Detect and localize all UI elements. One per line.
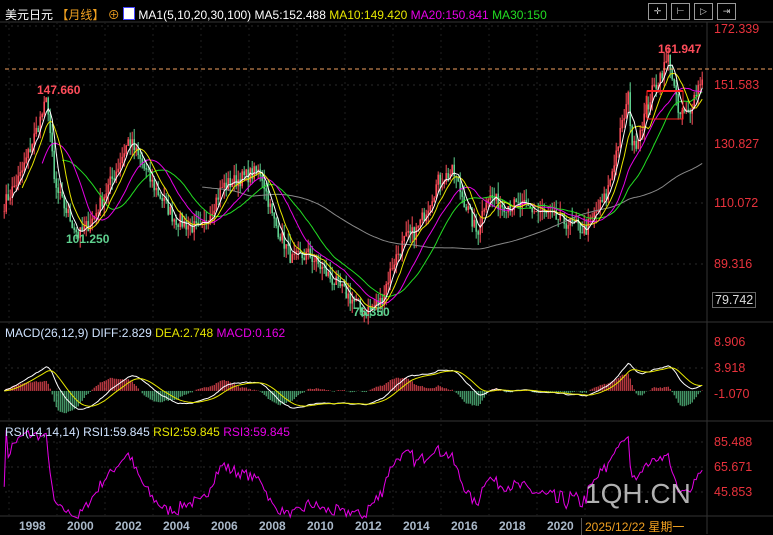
header-bar: 美元日元 【月线】 ⊕ MA1(5,10,20,30,100) MA5:152.… [5, 6, 547, 23]
price-tick: 110.072 [714, 196, 759, 210]
rsi-tick: 85.488 [714, 435, 753, 449]
symbol-name: 美元日元 [5, 8, 54, 22]
high-annotation: 147.660 [37, 83, 81, 97]
year-tick: 2020 [547, 519, 574, 533]
macd-tick: -1.070 [714, 387, 750, 401]
year-tick: 2016 [451, 519, 478, 533]
price-tick: 151.583 [714, 78, 760, 92]
year-tick: 1998 [19, 519, 46, 533]
ma5-value: MA5:152.488 [254, 8, 326, 22]
settings-icon[interactable]: ⊕ [107, 8, 120, 22]
price-tick: 89.316 [714, 257, 753, 271]
cursor-weekday: 星期一 [648, 520, 685, 534]
cursor-date-value: 2025/12/22 [585, 520, 646, 534]
year-tick: 2010 [307, 519, 334, 533]
year-tick: 2004 [163, 519, 190, 533]
period-label[interactable]: 【月线】 [56, 8, 105, 22]
watermark: 1QH.CN [585, 478, 691, 509]
high-annotation: 161.947 [658, 42, 702, 56]
ma30-line [62, 91, 703, 298]
rsi2-value: RSI2:59.845 [153, 425, 220, 439]
rsi-tick: 65.671 [714, 460, 753, 474]
macd-value: MACD:0.162 [216, 326, 286, 340]
macd-tick: 8.906 [714, 335, 746, 349]
ma100-line [202, 162, 703, 250]
low-annotation: 101.250 [66, 232, 110, 246]
year-tick: 2012 [355, 519, 382, 533]
year-tick: 2018 [499, 519, 526, 533]
rsi3-value: RSI3:59.845 [223, 425, 290, 439]
rsi-tick: 45.853 [714, 485, 753, 499]
zoom-range-button[interactable]: ⊢ [671, 3, 690, 20]
ma30-value: MA30:150 [492, 8, 547, 22]
ma20-value: MA20:150.841 [410, 8, 489, 22]
ma10-line [21, 72, 703, 309]
ma10-value: MA10:149.420 [329, 8, 408, 22]
cursor-date: 2025/12/22 星期一 [581, 518, 684, 535]
year-tick: 2002 [115, 519, 142, 533]
price-tick: 130.827 [714, 137, 760, 151]
year-tick: 2014 [403, 519, 430, 533]
macd-header: MACD(26,12,9) DIFF:2.829 DEA:2.748 MACD:… [5, 326, 285, 340]
current-price-tick: 79.742 [712, 292, 757, 308]
indicator-icon[interactable] [123, 7, 136, 20]
play-button[interactable]: ▷ [694, 3, 713, 20]
dea-value: DEA:2.748 [155, 326, 214, 340]
macd-name[interactable]: MACD(26,12,9) [5, 326, 89, 340]
rsi-header: RSI(14,14,14) RSI1:59.845 RSI2:59.845 RS… [5, 425, 290, 439]
crosshair-button[interactable]: ✛ [648, 3, 667, 20]
dea-line [4, 367, 703, 407]
rsi-line [3, 429, 703, 520]
rsi-name[interactable]: RSI(14,14,14) [5, 425, 80, 439]
low-annotation: 75.350 [353, 305, 390, 319]
year-tick: 2008 [259, 519, 286, 533]
step-forward-button[interactable]: ⇥ [717, 3, 736, 20]
diff-value: DIFF:2.829 [91, 326, 152, 340]
year-tick: 2000 [67, 519, 94, 533]
macd-tick: 3.918 [714, 361, 746, 375]
price-tick: 172.339 [714, 22, 760, 36]
ma-indicator-name[interactable]: MA1(5,10,20,30,100) [138, 8, 252, 22]
ma5-line [11, 64, 703, 313]
ma20-line [41, 87, 703, 305]
year-tick: 2006 [211, 519, 238, 533]
rsi1-value: RSI1:59.845 [83, 425, 150, 439]
diff-line [3, 362, 703, 410]
